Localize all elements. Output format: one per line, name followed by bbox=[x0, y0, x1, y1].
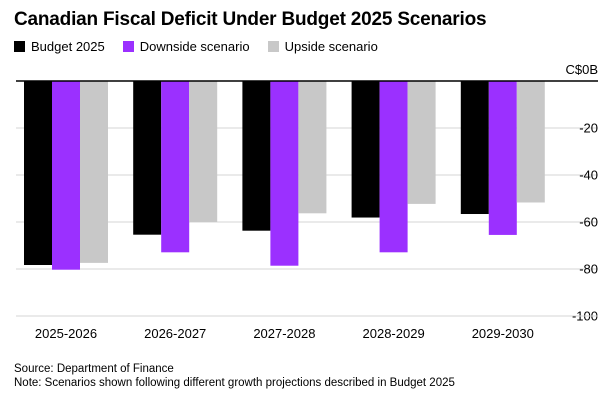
x-tick-label: 2027-2028 bbox=[253, 326, 315, 341]
y-tick-label: -40 bbox=[579, 168, 598, 183]
x-tick-label: 2026-2027 bbox=[144, 326, 206, 341]
y-tick-label: -60 bbox=[579, 215, 598, 230]
x-tick-label: 2028-2029 bbox=[363, 326, 425, 341]
bar bbox=[52, 81, 80, 270]
x-tick-label: 2025-2026 bbox=[35, 326, 97, 341]
bar bbox=[488, 81, 517, 235]
bar bbox=[189, 81, 218, 222]
y-tick-label: -20 bbox=[579, 121, 598, 136]
bar bbox=[242, 81, 271, 231]
legend-swatch-downside bbox=[122, 41, 134, 52]
bar bbox=[379, 81, 408, 253]
y-tick-label: C$0B bbox=[565, 62, 598, 77]
bar bbox=[133, 81, 162, 235]
bar bbox=[24, 81, 52, 266]
bar bbox=[460, 81, 489, 215]
legend-swatch-upside bbox=[267, 41, 279, 52]
legend-label-upside: Upside scenario bbox=[284, 39, 378, 54]
bar bbox=[270, 81, 299, 266]
legend-item-downside: Downside scenario bbox=[122, 39, 250, 54]
legend: Budget 2025 Downside scenario Upside sce… bbox=[14, 39, 378, 54]
legend-item-upside: Upside scenario bbox=[267, 39, 378, 54]
legend-label-downside: Downside scenario bbox=[139, 39, 250, 54]
bar bbox=[516, 81, 545, 203]
bar bbox=[80, 81, 108, 263]
scenario-note: Note: Scenarios shown following differen… bbox=[14, 377, 455, 389]
bar bbox=[161, 81, 190, 253]
legend-item-budget: Budget 2025 bbox=[14, 39, 105, 54]
source-note: Source: Department of Finance bbox=[14, 363, 174, 375]
legend-label-budget: Budget 2025 bbox=[31, 39, 105, 54]
x-tick-label: 2029-2030 bbox=[472, 326, 534, 341]
bar bbox=[298, 81, 327, 214]
bar bbox=[351, 81, 380, 218]
bar bbox=[407, 81, 436, 204]
y-tick-label: -80 bbox=[579, 262, 598, 277]
legend-swatch-budget bbox=[14, 41, 25, 52]
chart-title: Canadian Fiscal Deficit Under Budget 202… bbox=[14, 9, 487, 30]
